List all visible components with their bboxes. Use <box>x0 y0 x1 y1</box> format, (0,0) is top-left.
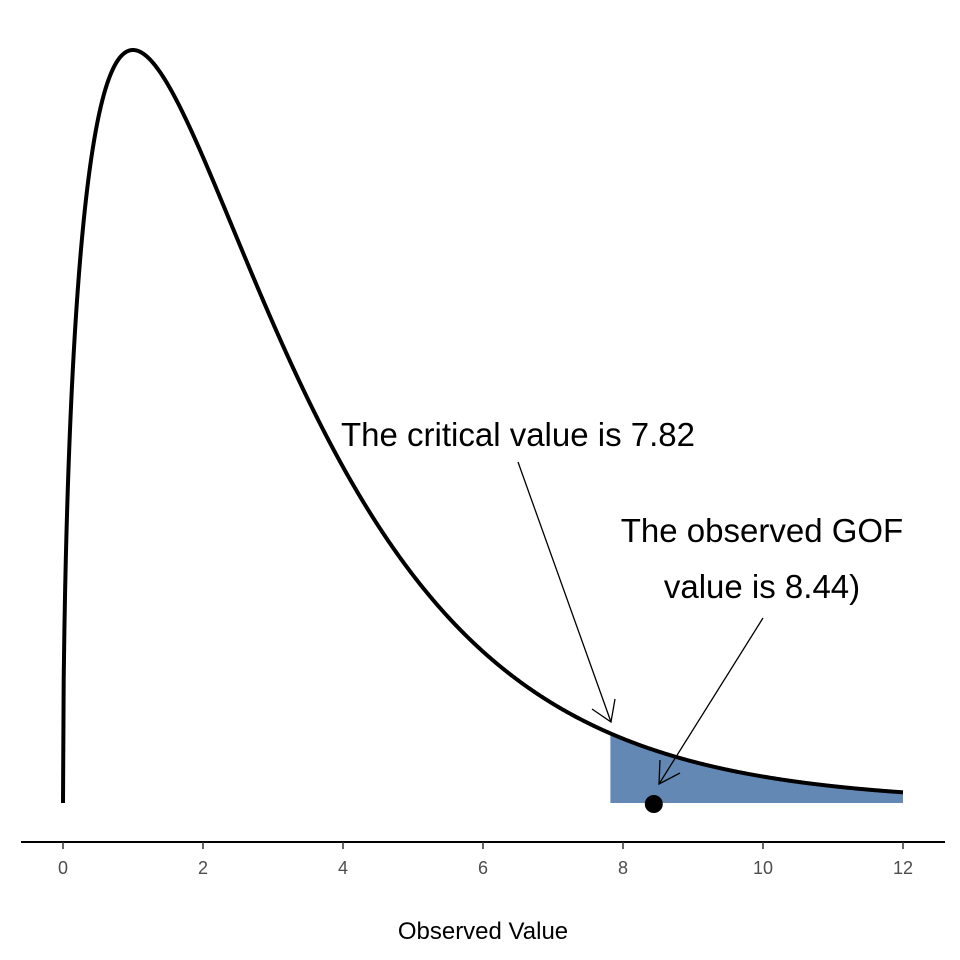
x-tick-label: 10 <box>753 858 773 878</box>
observed-value-label-line2: value is 8.44) <box>664 568 860 605</box>
observed-value-label-line1: The observed GOF <box>621 512 903 549</box>
critical-value-arrow <box>517 461 612 723</box>
density-curve <box>61 48 905 804</box>
critical-value-annotation: The critical value is 7.82 <box>341 416 695 724</box>
x-tick-label: 12 <box>893 858 913 878</box>
x-tick-label: 4 <box>338 858 348 878</box>
x-tick-label: 2 <box>198 858 208 878</box>
x-tick-label: 6 <box>478 858 488 878</box>
observed-value-arrow <box>658 617 764 785</box>
x-axis-title: Observed Value <box>398 918 568 945</box>
x-tick-label: 0 <box>58 858 68 878</box>
observed-value-annotation: The observed GOF value is 8.44) <box>621 512 903 786</box>
rejection-region <box>610 733 903 803</box>
observed-value-point <box>644 795 663 813</box>
x-tick-label: 8 <box>618 858 628 878</box>
critical-value-label: The critical value is 7.82 <box>341 416 695 453</box>
observed-value-arrowhead <box>658 759 681 786</box>
critical-value-arrowhead <box>591 698 616 724</box>
x-axis-ticks: 0 2 4 6 8 10 12 <box>58 842 913 878</box>
